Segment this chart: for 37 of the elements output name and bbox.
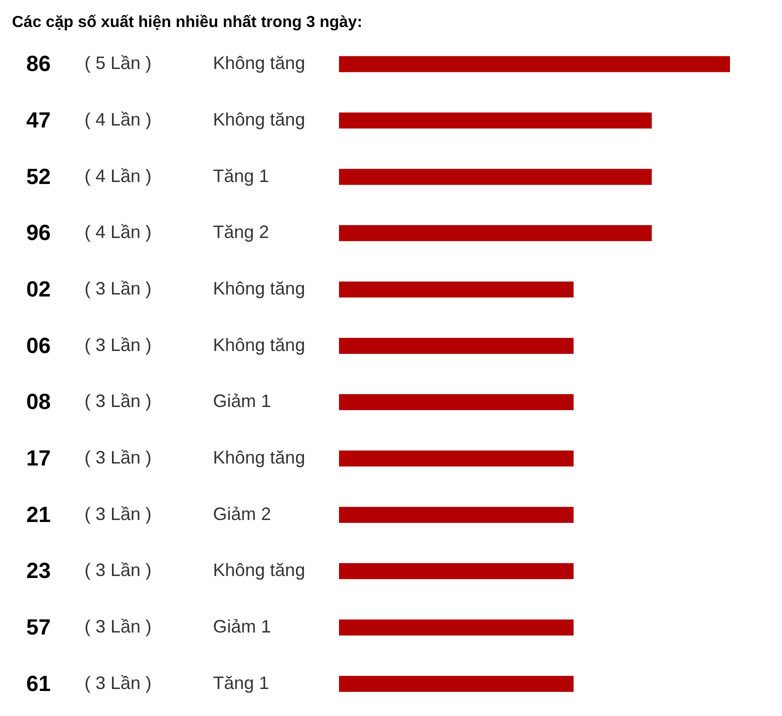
data-label: ( 4 Lần )	[84, 110, 152, 130]
text: Tăng 2	[213, 222, 270, 242]
data-label: ( 3 Lần )	[84, 278, 152, 298]
y-tick-label: 06	[26, 332, 51, 358]
y-tick-label: 08	[26, 389, 51, 414]
text: Không tăng	[213, 53, 306, 74]
data-label: ( 4 Lần )	[84, 222, 152, 242]
y-tick-label: 96	[26, 220, 51, 246]
data-label: ( 3 Lần )	[84, 560, 152, 580]
y-tick-label: 23	[26, 558, 51, 584]
text: Giảm 1	[213, 616, 272, 636]
text: Các cặp số xuất hiện nhiều nhất trong 3 ngày:	[12, 14, 362, 31]
text: Tăng 1	[213, 672, 270, 693]
data-label: ( 4 Lần )	[84, 166, 152, 186]
y-tick-label: 61	[26, 670, 51, 696]
data-label: ( 5 Lần )	[84, 53, 152, 74]
text: Giảm 1	[213, 391, 272, 412]
data-label: ( 3 Lần )	[84, 391, 152, 412]
y-tick-label: 86	[26, 51, 51, 76]
data-label: ( 3 Lần )	[84, 672, 152, 693]
y-tick-label: 02	[26, 276, 51, 302]
text: Không tăng	[213, 110, 306, 130]
data-label: ( 3 Lần )	[84, 504, 152, 524]
y-tick-label: 52	[26, 164, 51, 189]
y-tick-label: 17	[26, 446, 51, 470]
data-label: ( 3 Lần )	[84, 616, 152, 636]
text: Không tăng	[213, 448, 306, 468]
data-label: ( 3 Lần )	[84, 334, 152, 355]
y-tick-label: 47	[26, 108, 51, 132]
text: Tăng 1	[213, 166, 270, 186]
data-label: ( 3 Lần )	[84, 448, 152, 468]
text: Không tăng	[213, 334, 306, 355]
text: Giảm 2	[213, 504, 272, 524]
y-tick-label: 57	[26, 614, 51, 640]
text: Không tăng	[213, 560, 306, 580]
text: Không tăng	[213, 278, 306, 298]
y-tick-label: 21	[26, 502, 51, 527]
